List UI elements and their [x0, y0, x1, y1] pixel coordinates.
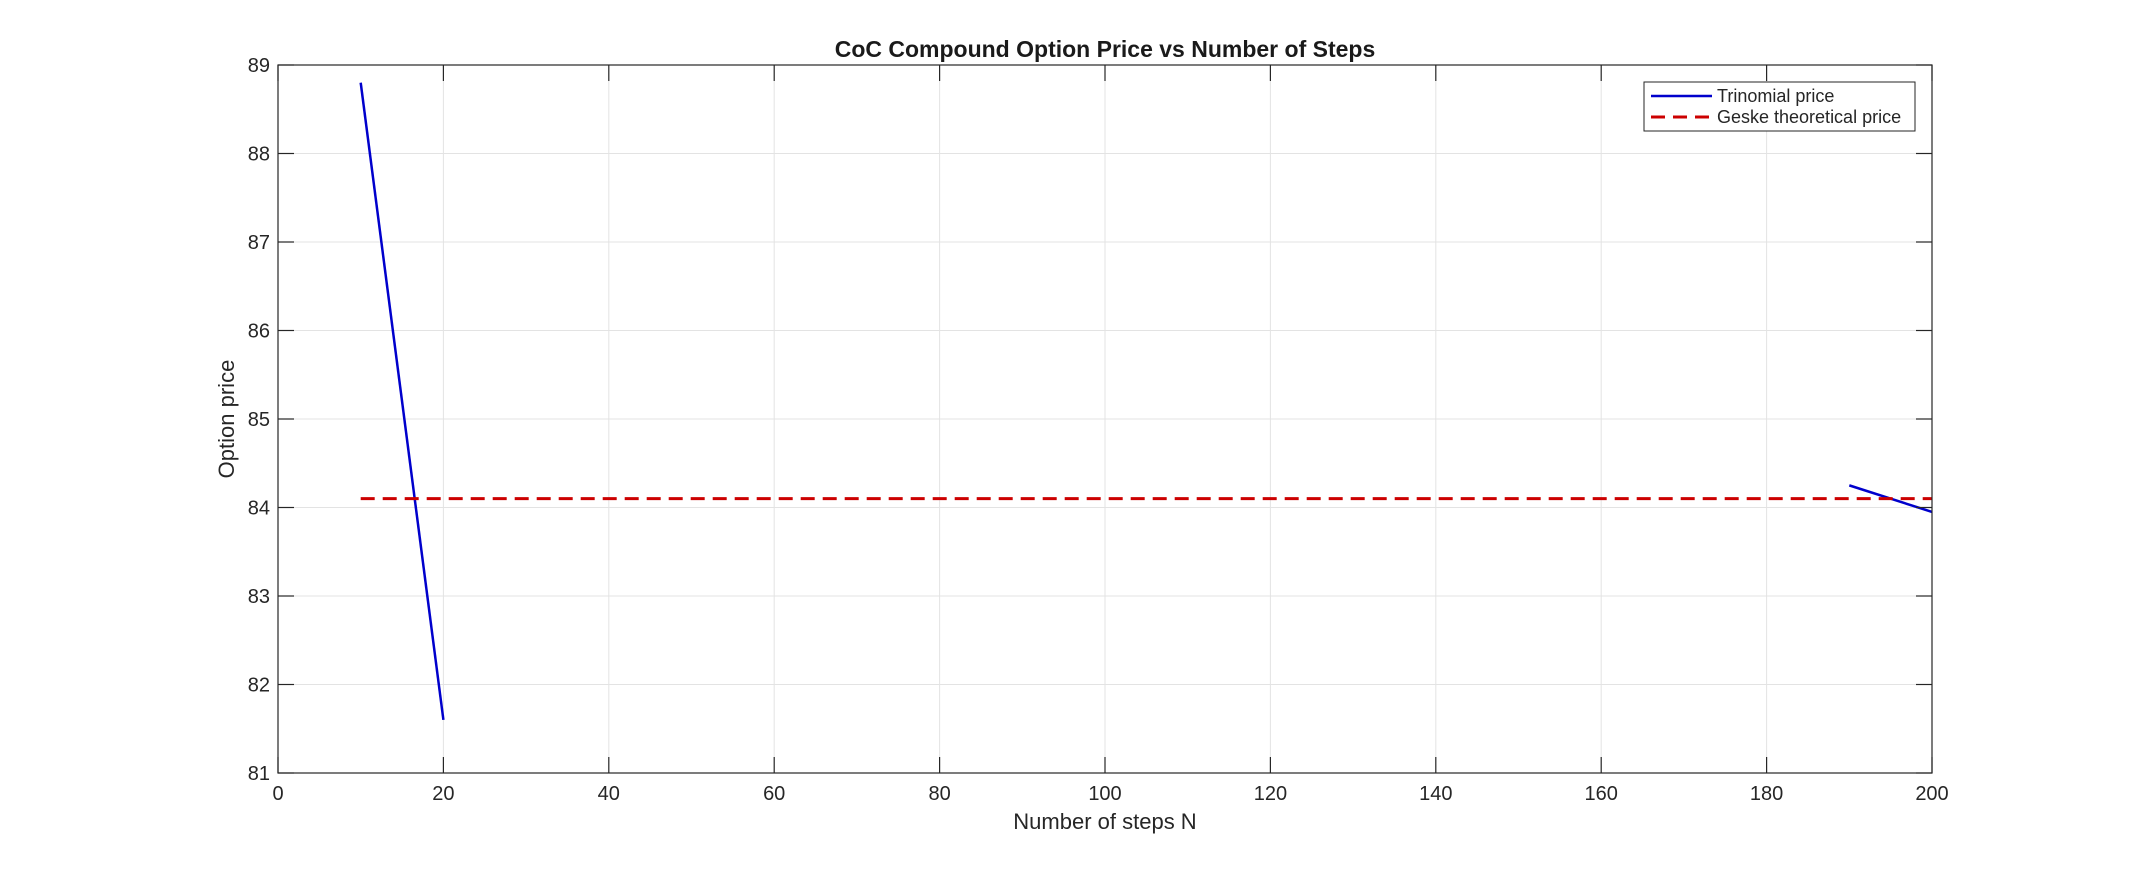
- y-axis-label: Option price: [214, 360, 239, 479]
- series-0-line-0: [359, 82, 445, 721]
- y-tick-label: 88: [248, 144, 270, 166]
- x-tick-label: 60: [763, 783, 785, 805]
- x-tick-label: 0: [272, 783, 283, 805]
- legend-label-1: Geske theoretical price: [1717, 107, 1901, 127]
- x-tick-label: 160: [1585, 783, 1618, 805]
- x-tick-label: 140: [1419, 783, 1452, 805]
- legend-box: [1643, 81, 1916, 132]
- y-tick-label: 89: [248, 55, 270, 77]
- x-tick-label: 40: [598, 783, 620, 805]
- y-tick-label: 87: [248, 232, 270, 254]
- x-axis-label: Number of steps N: [1013, 809, 1196, 834]
- y-tick-label: 86: [248, 321, 270, 343]
- y-tick-label: 81: [248, 763, 270, 785]
- x-tick-label: 20: [432, 783, 454, 805]
- y-tick-label: 83: [248, 586, 270, 608]
- x-tick-label: 180: [1750, 783, 1783, 805]
- x-tick-label: 100: [1088, 783, 1121, 805]
- y-tick-label: 82: [248, 675, 270, 697]
- ticks: 0 20 40 60 80 100 120 140 160 180 200 81 82 83 84 85 86 8…: [248, 55, 1949, 805]
- legend-label-0: Trinomial price: [1717, 86, 1834, 106]
- x-tick-label: 200: [1915, 783, 1948, 805]
- x-tick-label: 80: [928, 783, 950, 805]
- y-tick-label: 85: [248, 409, 270, 431]
- x-tick-label: 120: [1254, 783, 1287, 805]
- chart-title: CoC Compound Option Price vs Number of S…: [835, 36, 1376, 62]
- y-tick-label: 84: [248, 498, 270, 520]
